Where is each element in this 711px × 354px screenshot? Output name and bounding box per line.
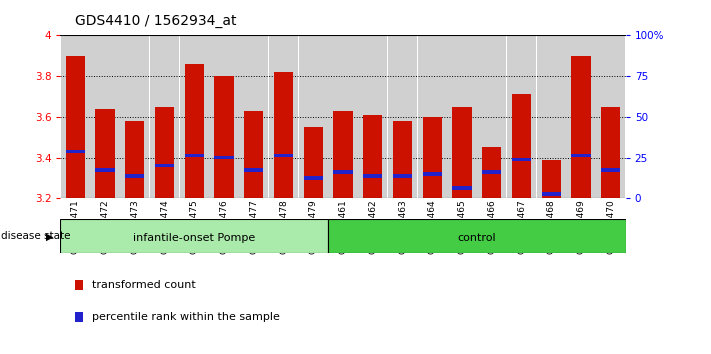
Bar (150, 35, 179, 198)
Bar (274, 154, 293, 157)
Text: control: control (458, 233, 496, 243)
Text: infantile-onset Pompe: infantile-onset Pompe (133, 233, 255, 243)
Bar (422, 172, 442, 176)
Bar (155, 164, 174, 167)
Bar (95, 168, 114, 172)
Bar (358, 35, 387, 198)
Bar (452, 107, 471, 198)
Bar (482, 147, 501, 198)
Bar (185, 154, 204, 157)
Bar (90, 35, 119, 198)
Bar (482, 170, 501, 173)
Bar (363, 174, 383, 178)
Bar (215, 156, 234, 159)
Bar (274, 72, 293, 198)
Bar (125, 121, 144, 198)
Bar (393, 174, 412, 178)
Bar (418, 35, 447, 198)
Bar (572, 56, 591, 198)
Bar (422, 117, 442, 198)
Bar (299, 35, 328, 198)
Bar (567, 35, 596, 198)
Bar (304, 176, 323, 180)
Bar (512, 95, 531, 198)
Bar (333, 170, 353, 173)
Bar (304, 127, 323, 198)
Bar (537, 35, 566, 198)
Bar (65, 56, 85, 198)
Bar (601, 168, 621, 172)
Bar (507, 35, 536, 198)
Bar (155, 107, 174, 198)
Bar (60, 35, 90, 198)
Bar (452, 186, 471, 190)
Bar (328, 35, 358, 198)
Bar (215, 76, 234, 198)
Bar (477, 35, 506, 198)
Text: ▶: ▶ (46, 231, 53, 241)
Bar (120, 35, 149, 198)
Bar (393, 121, 412, 198)
Bar (210, 35, 239, 198)
Bar (239, 35, 268, 198)
Text: transformed count: transformed count (92, 280, 196, 290)
Bar (542, 192, 561, 196)
Bar (65, 150, 85, 153)
Bar (95, 109, 114, 198)
Bar (333, 111, 353, 198)
Text: GDS4410 / 1562934_at: GDS4410 / 1562934_at (75, 14, 236, 28)
Bar (244, 168, 264, 172)
Bar (388, 35, 417, 198)
Bar (512, 158, 531, 161)
Bar (60, 219, 328, 253)
Bar (269, 35, 298, 198)
Bar (244, 111, 264, 198)
Bar (180, 35, 209, 198)
Bar (542, 160, 561, 198)
Bar (125, 174, 144, 178)
Bar (185, 64, 204, 198)
Bar (363, 115, 383, 198)
Bar (597, 35, 626, 198)
Bar (572, 154, 591, 157)
Bar (601, 107, 621, 198)
Bar (328, 219, 626, 253)
Bar (447, 35, 476, 198)
Text: percentile rank within the sample: percentile rank within the sample (92, 312, 279, 322)
Text: disease state: disease state (1, 231, 70, 241)
